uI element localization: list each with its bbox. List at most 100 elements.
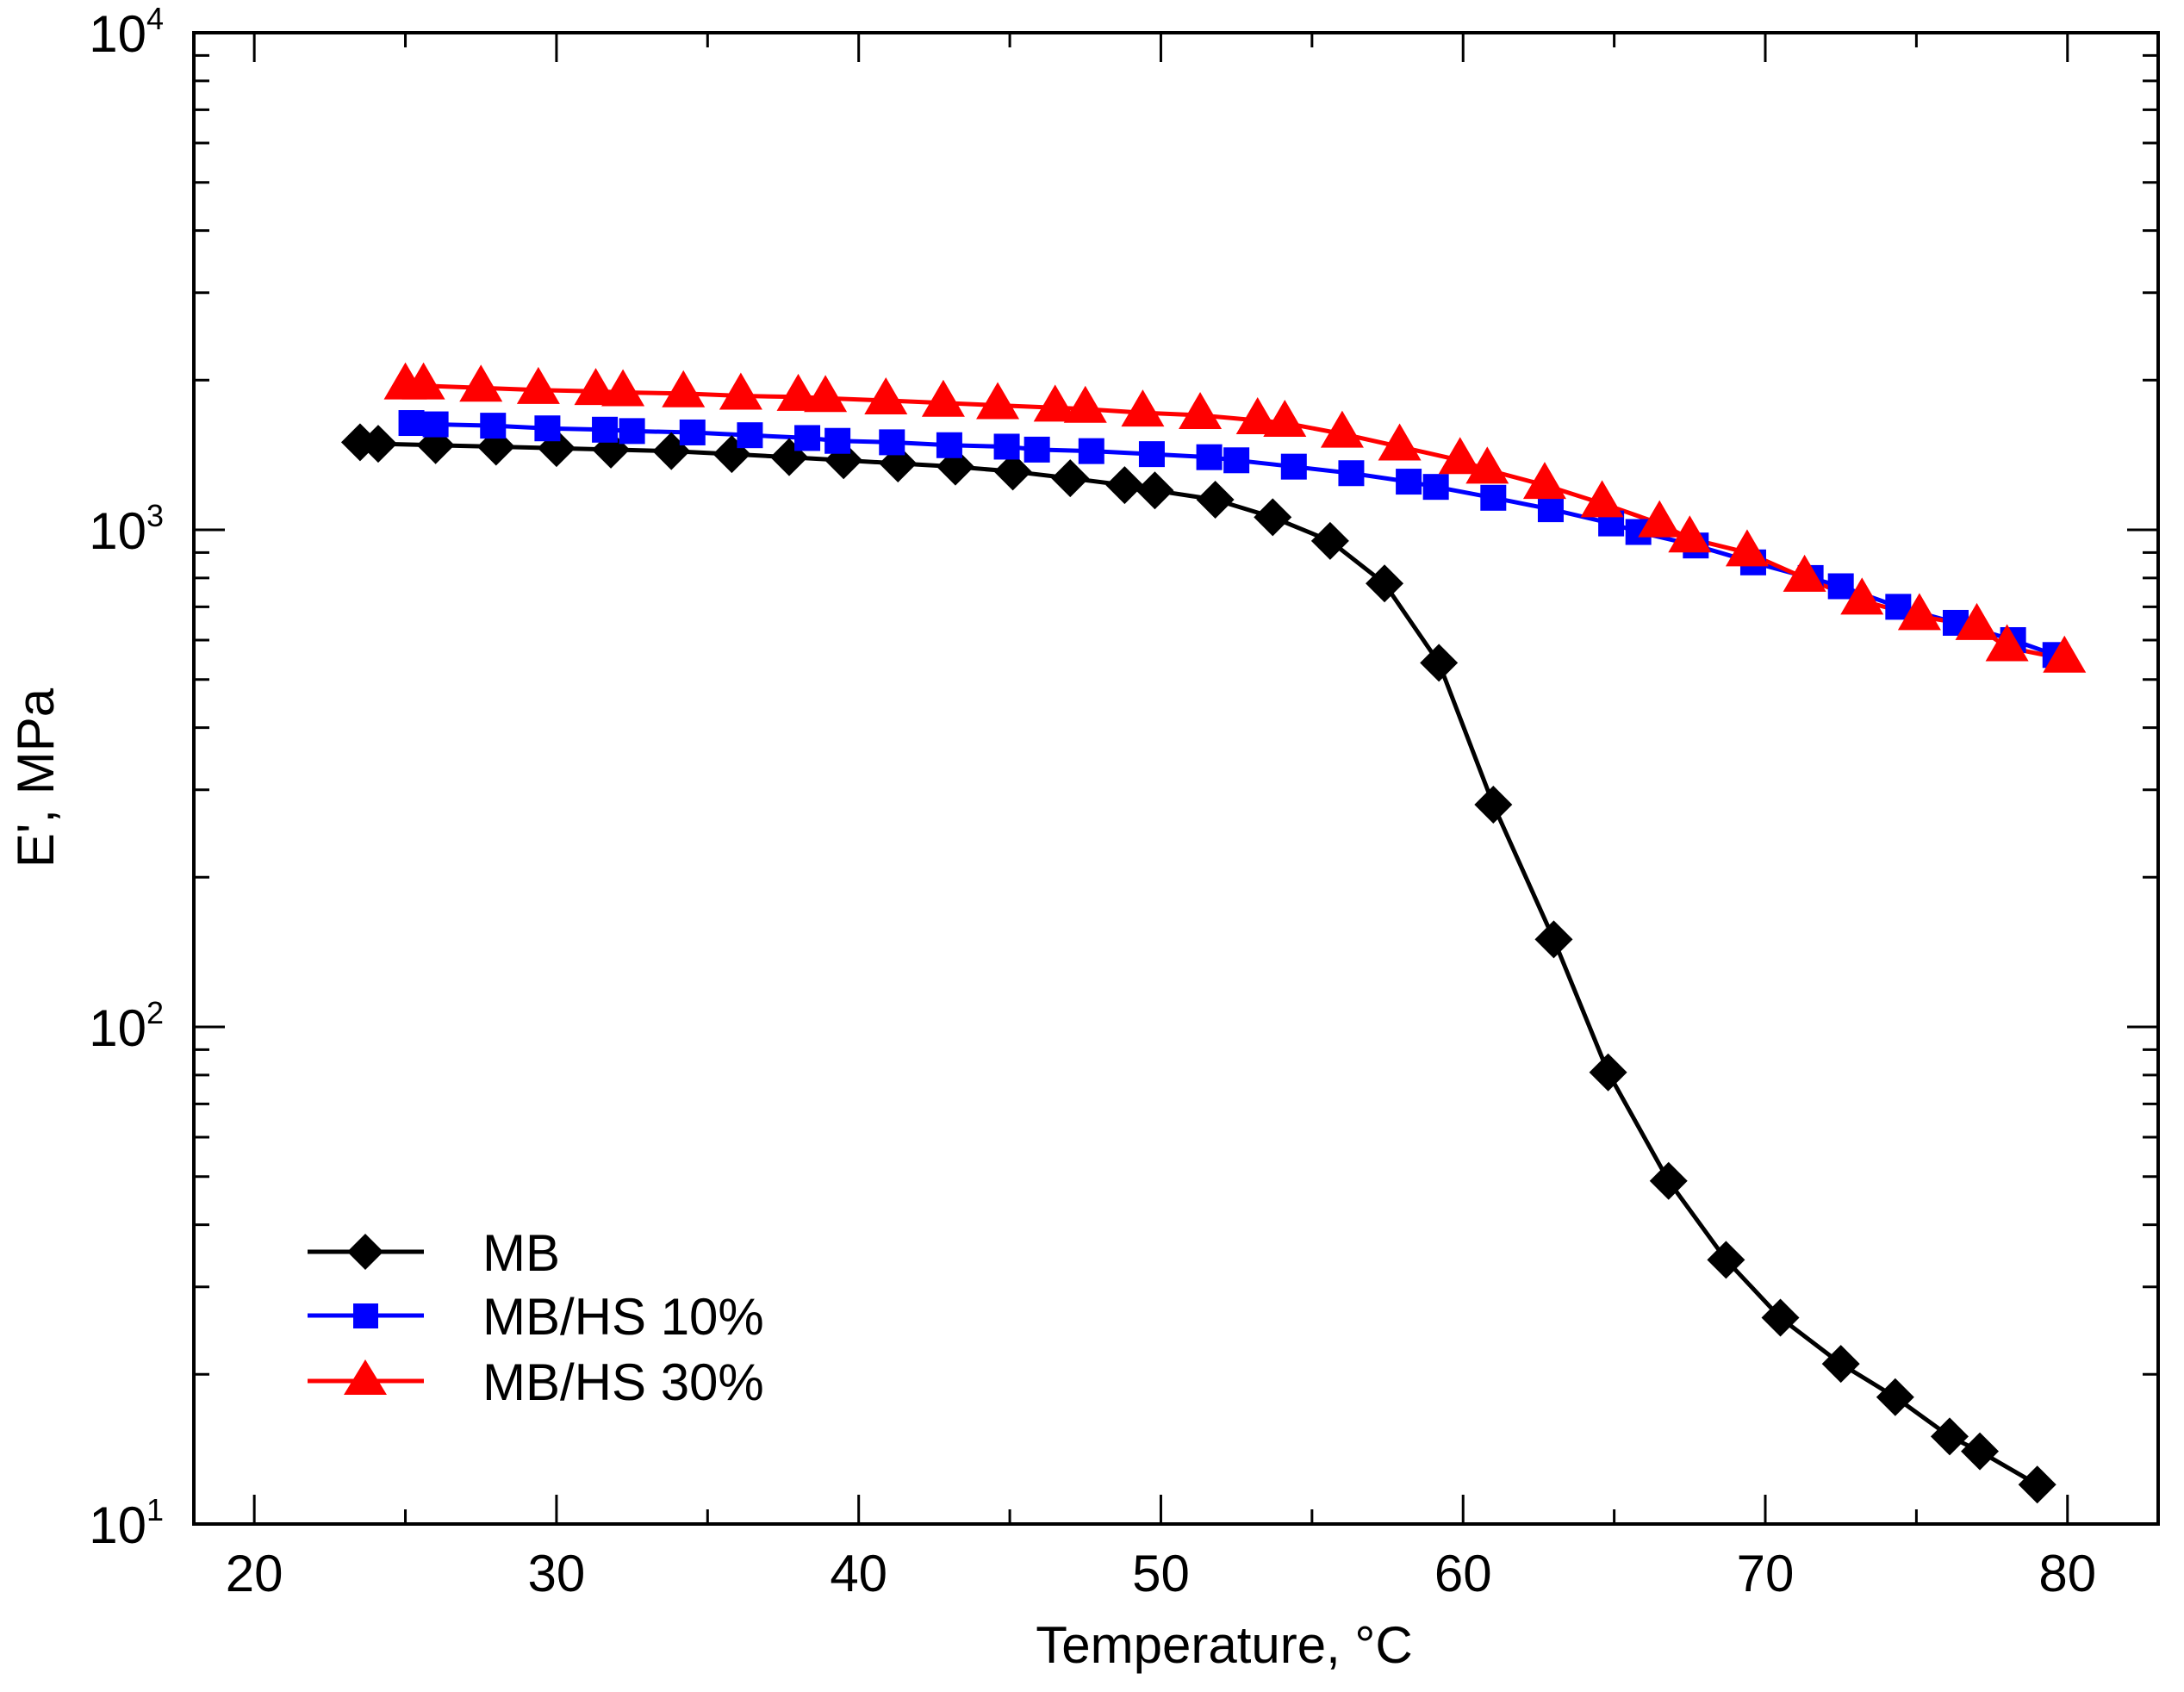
x-tick-label: 60 (1434, 1545, 1492, 1602)
data-point-square (592, 416, 619, 443)
data-point-triangle (401, 362, 445, 400)
data-point-triangle (921, 379, 965, 417)
data-point-triangle (662, 370, 706, 407)
data-point-square (1480, 484, 1507, 511)
data-point-triangle (1465, 446, 1509, 484)
data-point-triangle (1378, 423, 1422, 461)
x-tick-label: 80 (2038, 1545, 2096, 1602)
data-point-triangle (1235, 396, 1279, 434)
x-tick-label: 20 (226, 1545, 283, 1602)
data-point-triangle (516, 366, 560, 404)
data-point-square (737, 422, 763, 449)
y-tick-label-base: 10 (89, 5, 146, 63)
data-point-diamond (1821, 1345, 1860, 1384)
data-point-square (1196, 444, 1223, 470)
data-point-diamond (1474, 785, 1513, 824)
data-point-square (1024, 436, 1050, 463)
data-point-diamond (652, 432, 691, 470)
data-point-triangle (976, 382, 1020, 420)
data-point-square (1138, 441, 1165, 468)
data-point-triangle (1580, 480, 1624, 518)
data-point-square (1537, 496, 1564, 523)
data-point-diamond (2018, 1465, 2056, 1504)
data-point-diamond (1136, 471, 1174, 510)
data-point-square (1280, 453, 1307, 480)
y-tick-label-base: 10 (89, 502, 146, 560)
data-point-square (1078, 438, 1104, 464)
data-point-diamond (1310, 521, 1349, 560)
data-point-square (679, 419, 706, 445)
y-tick-label-base: 10 (89, 1496, 146, 1554)
x-tick-label: 70 (1737, 1545, 1795, 1602)
y-tick-label-exponent: 1 (146, 1492, 164, 1527)
legend-label-mb-hs-10: MB/HS 10% (482, 1288, 764, 1346)
data-point-diamond (1876, 1378, 1914, 1416)
legend-label-mb: MB (482, 1224, 560, 1282)
data-point-triangle (2043, 635, 2087, 673)
data-point-square (993, 433, 1020, 460)
data-point-triangle (1522, 462, 1566, 500)
legend-item-mb-hs-30: MB/HS 30% (308, 1353, 764, 1411)
data-point-triangle (1725, 529, 1769, 567)
data-point-square (824, 427, 851, 454)
data-point-triangle (864, 376, 908, 414)
y-tick-label: 101 (89, 1492, 164, 1554)
x-tick-label: 40 (830, 1545, 887, 1602)
data-point-triangle (1033, 384, 1077, 422)
legend-item-mb: MB (308, 1224, 560, 1282)
data-point-square (619, 418, 645, 445)
data-point-square (1338, 460, 1365, 487)
data-point-square (794, 425, 821, 451)
data-point-triangle (574, 368, 618, 406)
x-axis-title: Temperature, °C (1036, 1616, 1413, 1674)
data-point-triangle (1320, 410, 1364, 448)
data-point-triangle (1638, 500, 1682, 538)
x-tick-label: 30 (528, 1545, 586, 1602)
data-point-triangle (1897, 593, 1941, 631)
data-point-diamond (1930, 1417, 1969, 1456)
x-tick-label: 50 (1132, 1545, 1190, 1602)
data-point-diamond (1366, 564, 1404, 603)
legend: MB MB/HS 10% MB/HS 30% (308, 1224, 764, 1411)
axis-ticks (194, 31, 2158, 1526)
data-point-triangle (719, 372, 762, 410)
legend-marker-mb-hs-10 (353, 1303, 378, 1328)
data-point-diamond (1707, 1241, 1745, 1279)
data-point-diamond (1961, 1432, 2000, 1471)
legend-marker-mb (347, 1234, 383, 1270)
y-tick-label-exponent: 4 (146, 1, 164, 36)
data-point-triangle (776, 373, 820, 411)
data-point-triangle (1783, 554, 1826, 592)
data-point-triangle (1121, 389, 1165, 427)
data-point-triangle (459, 364, 503, 402)
y-tick-label: 104 (89, 1, 164, 63)
data-point-diamond (1589, 1053, 1627, 1092)
data-point-diamond (1420, 644, 1459, 682)
data-point-diamond (993, 452, 1032, 491)
data-point-square (1422, 474, 1449, 501)
data-point-diamond (358, 425, 397, 463)
data-point-diamond (1761, 1298, 1800, 1337)
legend-label-mb-hs-30: MB/HS 30% (482, 1353, 764, 1411)
data-point-diamond (1649, 1161, 1688, 1200)
data-point-square (1223, 447, 1250, 474)
data-point-triangle (1438, 437, 1482, 475)
y-tick-label: 103 (89, 498, 164, 560)
y-tick-label-exponent: 2 (146, 995, 164, 1030)
plot-frame (192, 31, 2160, 1526)
legend-item-mb-hs-10: MB/HS 10% (308, 1288, 764, 1346)
data-point-square (1396, 469, 1422, 495)
data-point-diamond (1534, 920, 1573, 959)
legend-marker-mb-hs-30 (344, 1359, 387, 1395)
series-markers (340, 362, 2087, 1504)
data-point-diamond (1105, 466, 1144, 505)
y-tick-label: 102 (89, 995, 164, 1057)
data-point-triangle (1668, 515, 1712, 553)
data-point-square (422, 411, 449, 438)
data-point-triangle (1179, 392, 1223, 430)
x-tick-labels: 20 30 40 50 60 70 80 (226, 1545, 2096, 1602)
data-point-diamond (1254, 498, 1292, 537)
data-point-diamond (1051, 459, 1090, 498)
